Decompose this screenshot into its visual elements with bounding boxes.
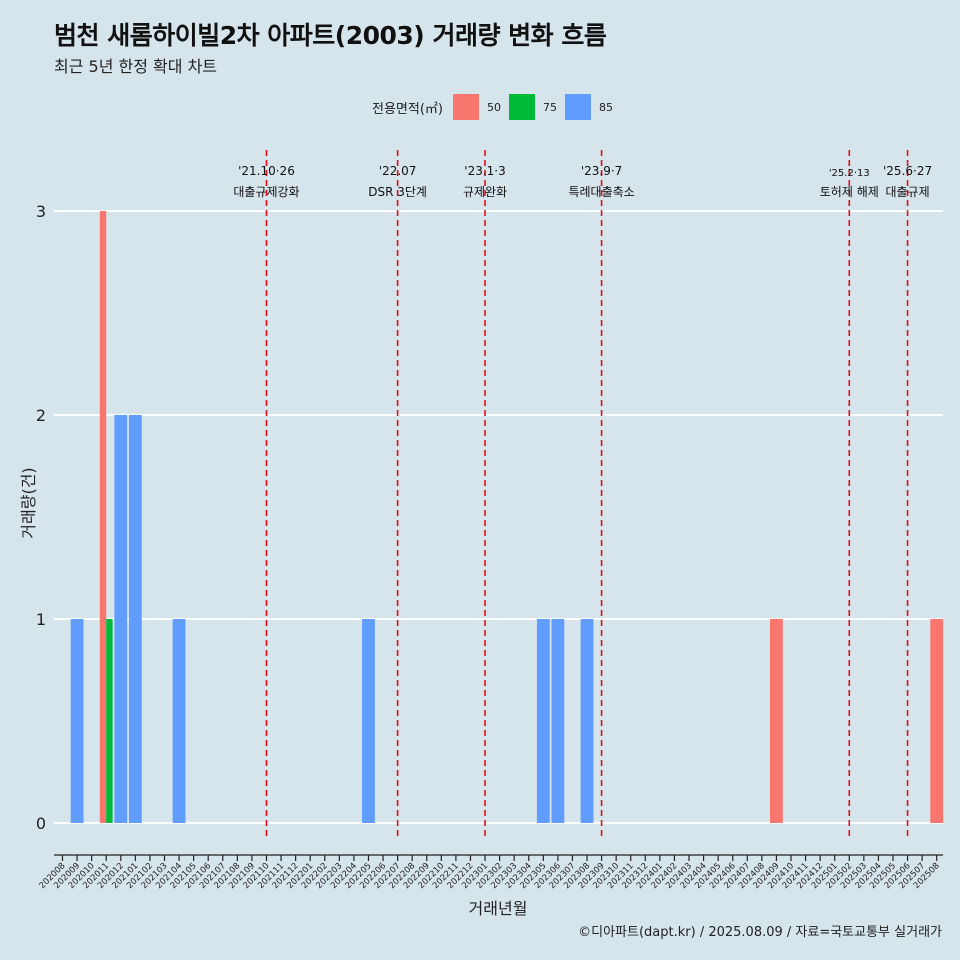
y-tick-label: 3 [36,202,46,221]
y-axis-title: 거래량(건) [19,467,38,538]
legend-item-50: 50 [452,94,501,120]
y-tick-label: 0 [36,814,46,833]
y-tick-label: 2 [36,406,46,425]
bar-50-202011 [99,211,107,823]
y-tick-label: 1 [36,610,46,629]
bar-50-202409 [770,619,783,823]
bar-85-202205 [362,619,375,823]
bar-50-202508 [930,619,944,823]
event-label: 대출규제강화 [233,185,299,199]
bar-85-202012 [114,415,128,823]
bar-85-202009 [70,619,84,823]
legend-item-85: 85 [564,94,613,120]
event-date-label: '25.6·27 [883,164,932,178]
event-date-label: '21.10·26 [238,164,295,178]
legend-title: 전용면적(㎡) [372,101,443,117]
legend-swatch-50 [452,94,479,120]
bar-85-202101 [128,415,142,823]
event-label: 규제완화 [463,185,507,199]
bar-85-202306 [551,619,565,823]
event-label: 대출규제 [885,185,929,199]
legend-label-50: 50 [486,100,501,114]
event-date-label: '22.07 [379,164,417,178]
chart-title: 범천 새롬하이빌2차 아파트(2003) 거래량 변화 흐름 [54,21,607,50]
event-label: 특례대출축소 [568,185,634,199]
x-axis-title: 거래년월 [469,899,528,918]
event-label: DSR 3단계 [368,185,427,199]
legend-label-85: 85 [598,100,613,114]
bar-85-202305 [536,619,550,823]
legend-swatch-85 [564,94,591,120]
legend-swatch-75 [508,94,535,120]
source-caption: ©디아파트(dapt.kr) / 2025.08.09 / 자료=국토교통부 실… [578,925,942,940]
event-date-label: '23.9·7 [581,164,622,178]
event-label: 토허제 해제 [820,185,879,199]
bar-85-202308 [580,619,594,823]
legend: 전용면적(㎡) 50 75 85 [372,93,621,121]
legend-item-75: 75 [508,94,557,120]
event-date-label: '25.2·13 [829,168,870,179]
bar-85-202104 [172,619,186,823]
chart-subtitle: 최근 5년 한정 확대 차트 [54,57,218,76]
legend-label-75: 75 [542,100,557,114]
bar-75-202011 [106,619,113,823]
event-date-label: '23.1·3 [464,164,505,178]
